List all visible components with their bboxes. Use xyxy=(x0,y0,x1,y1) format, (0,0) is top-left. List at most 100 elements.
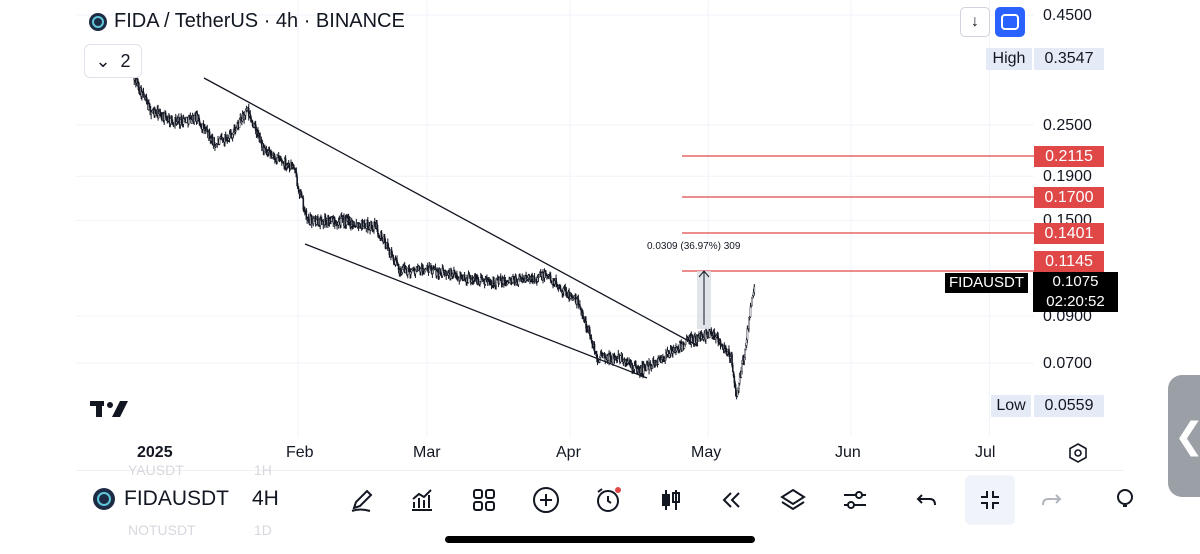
candle xyxy=(657,355,660,365)
undo-icon xyxy=(916,494,936,506)
add-button[interactable] xyxy=(526,480,566,520)
candle-body xyxy=(340,217,342,226)
grid-lines xyxy=(76,0,1034,436)
candle-body xyxy=(322,221,325,225)
alarm-clock-icon xyxy=(597,487,621,512)
resistance-lines xyxy=(682,155,1034,272)
sliders-icon xyxy=(844,491,866,509)
exit-fullscreen-button[interactable] xyxy=(965,475,1015,525)
chart-header: FIDA / TetherUS · 4h · BINANCE xyxy=(88,10,405,33)
candle xyxy=(481,275,484,283)
current-price-box: 0.1075 02:20:52 xyxy=(1033,272,1118,312)
candle-body xyxy=(744,349,746,358)
x-tick-label: Jul xyxy=(975,444,996,461)
candle-body xyxy=(731,365,734,373)
candle xyxy=(310,214,313,229)
bottom-toolbar xyxy=(76,470,1124,527)
indicator-count: 2 xyxy=(120,50,131,71)
grid-icon xyxy=(473,489,495,511)
level-tag[interactable]: 0.1700 xyxy=(1034,187,1104,208)
x-tick-label: Mar xyxy=(413,444,441,461)
rewind-icon xyxy=(722,492,740,508)
interval-selector[interactable]: 4H xyxy=(252,487,279,510)
candle-body xyxy=(251,121,254,127)
more-button[interactable] xyxy=(1100,480,1140,520)
redo-icon xyxy=(1042,494,1062,506)
high-value: 0.3547 xyxy=(1034,48,1104,70)
candle-body xyxy=(749,306,752,318)
layers-button[interactable] xyxy=(773,480,813,520)
high-label: High xyxy=(986,48,1032,70)
level-tag[interactable]: 0.2115 xyxy=(1034,146,1104,167)
level-tag[interactable]: 0.1401 xyxy=(1034,223,1104,244)
alerts-button[interactable] xyxy=(588,480,628,520)
indicators-button[interactable] xyxy=(402,480,442,520)
candle xyxy=(731,362,734,373)
plus-circle-icon xyxy=(533,487,559,513)
indicators-toggle-button[interactable]: ⌄ 2 xyxy=(84,44,142,78)
x-tick-label: Apr xyxy=(556,444,581,461)
settings-icon[interactable] xyxy=(1067,442,1089,464)
candle xyxy=(511,275,514,285)
candle-body xyxy=(576,298,578,305)
current-symbol-tag: FIDAUSDT xyxy=(945,273,1028,293)
y-tick-label: 0.2500 xyxy=(1043,117,1092,134)
candle-body xyxy=(692,337,694,342)
symbol-logo-icon xyxy=(89,12,107,31)
draw-button[interactable] xyxy=(342,480,382,520)
chevron-down-icon: ⌄ xyxy=(95,50,111,71)
candle-body xyxy=(591,340,593,345)
lightbulb-icon xyxy=(1117,489,1133,507)
templates-button[interactable] xyxy=(464,480,504,520)
side-panel-handle[interactable]: ❮ xyxy=(1168,375,1200,497)
ghost-interval-below: 1D xyxy=(254,522,272,538)
measure-label: 0.0309 (36.97%) 309 xyxy=(647,241,741,252)
x-tick-label: 2025 xyxy=(137,444,173,461)
indicators-icon xyxy=(412,489,432,511)
replay-button[interactable] xyxy=(711,480,751,520)
x-tick-label: Feb xyxy=(286,444,314,461)
tradingview-logo xyxy=(90,395,130,426)
upper-trendline xyxy=(203,77,699,347)
candle-body xyxy=(593,344,596,352)
candle xyxy=(577,294,580,309)
x-tick-label: May xyxy=(691,444,722,461)
low-label: Low xyxy=(991,395,1031,417)
tradingview-logo-icon xyxy=(90,401,128,417)
settings-sliders-button[interactable] xyxy=(835,480,875,520)
scroll-down-button[interactable]: ↓ xyxy=(960,7,990,37)
candle-body xyxy=(549,275,552,281)
layers-icon xyxy=(780,488,806,511)
symbol-logo-icon xyxy=(93,488,115,510)
redo-button[interactable] xyxy=(1031,480,1071,520)
candle-body xyxy=(579,304,581,307)
home-indicator xyxy=(445,536,755,543)
candles-layer xyxy=(131,68,756,400)
candle-body xyxy=(619,355,622,363)
y-tick-label: 0.0900 xyxy=(1043,308,1092,325)
level-tag[interactable]: 0.1145 xyxy=(1034,251,1104,272)
chart-type-button[interactable] xyxy=(651,480,691,520)
undo-button[interactable] xyxy=(907,480,947,520)
candle xyxy=(533,272,536,284)
current-price: 0.1075 xyxy=(1052,273,1099,290)
candle-countdown: 02:20:52 xyxy=(1046,293,1105,310)
arrow-down-icon: ↓ xyxy=(971,13,979,30)
symbol-selector[interactable]: FIDAUSDT xyxy=(92,487,229,511)
y-tick-label: 0.0700 xyxy=(1043,355,1092,372)
candles-icon xyxy=(662,490,680,510)
symbol-name: FIDAUSDT xyxy=(124,487,229,510)
measure-tool[interactable] xyxy=(697,270,711,329)
candle-body xyxy=(148,103,151,107)
fullscreen-button[interactable] xyxy=(995,7,1025,37)
candle xyxy=(169,117,172,128)
ghost-symbol-above: YAUSDT xyxy=(128,462,184,478)
candle xyxy=(322,219,325,230)
trendlines xyxy=(203,77,699,379)
x-tick-label: Jun xyxy=(835,444,861,461)
fullscreen-icon xyxy=(1001,14,1019,30)
lower-trendline xyxy=(304,243,648,379)
candle xyxy=(749,302,752,318)
candle-body xyxy=(746,328,749,340)
